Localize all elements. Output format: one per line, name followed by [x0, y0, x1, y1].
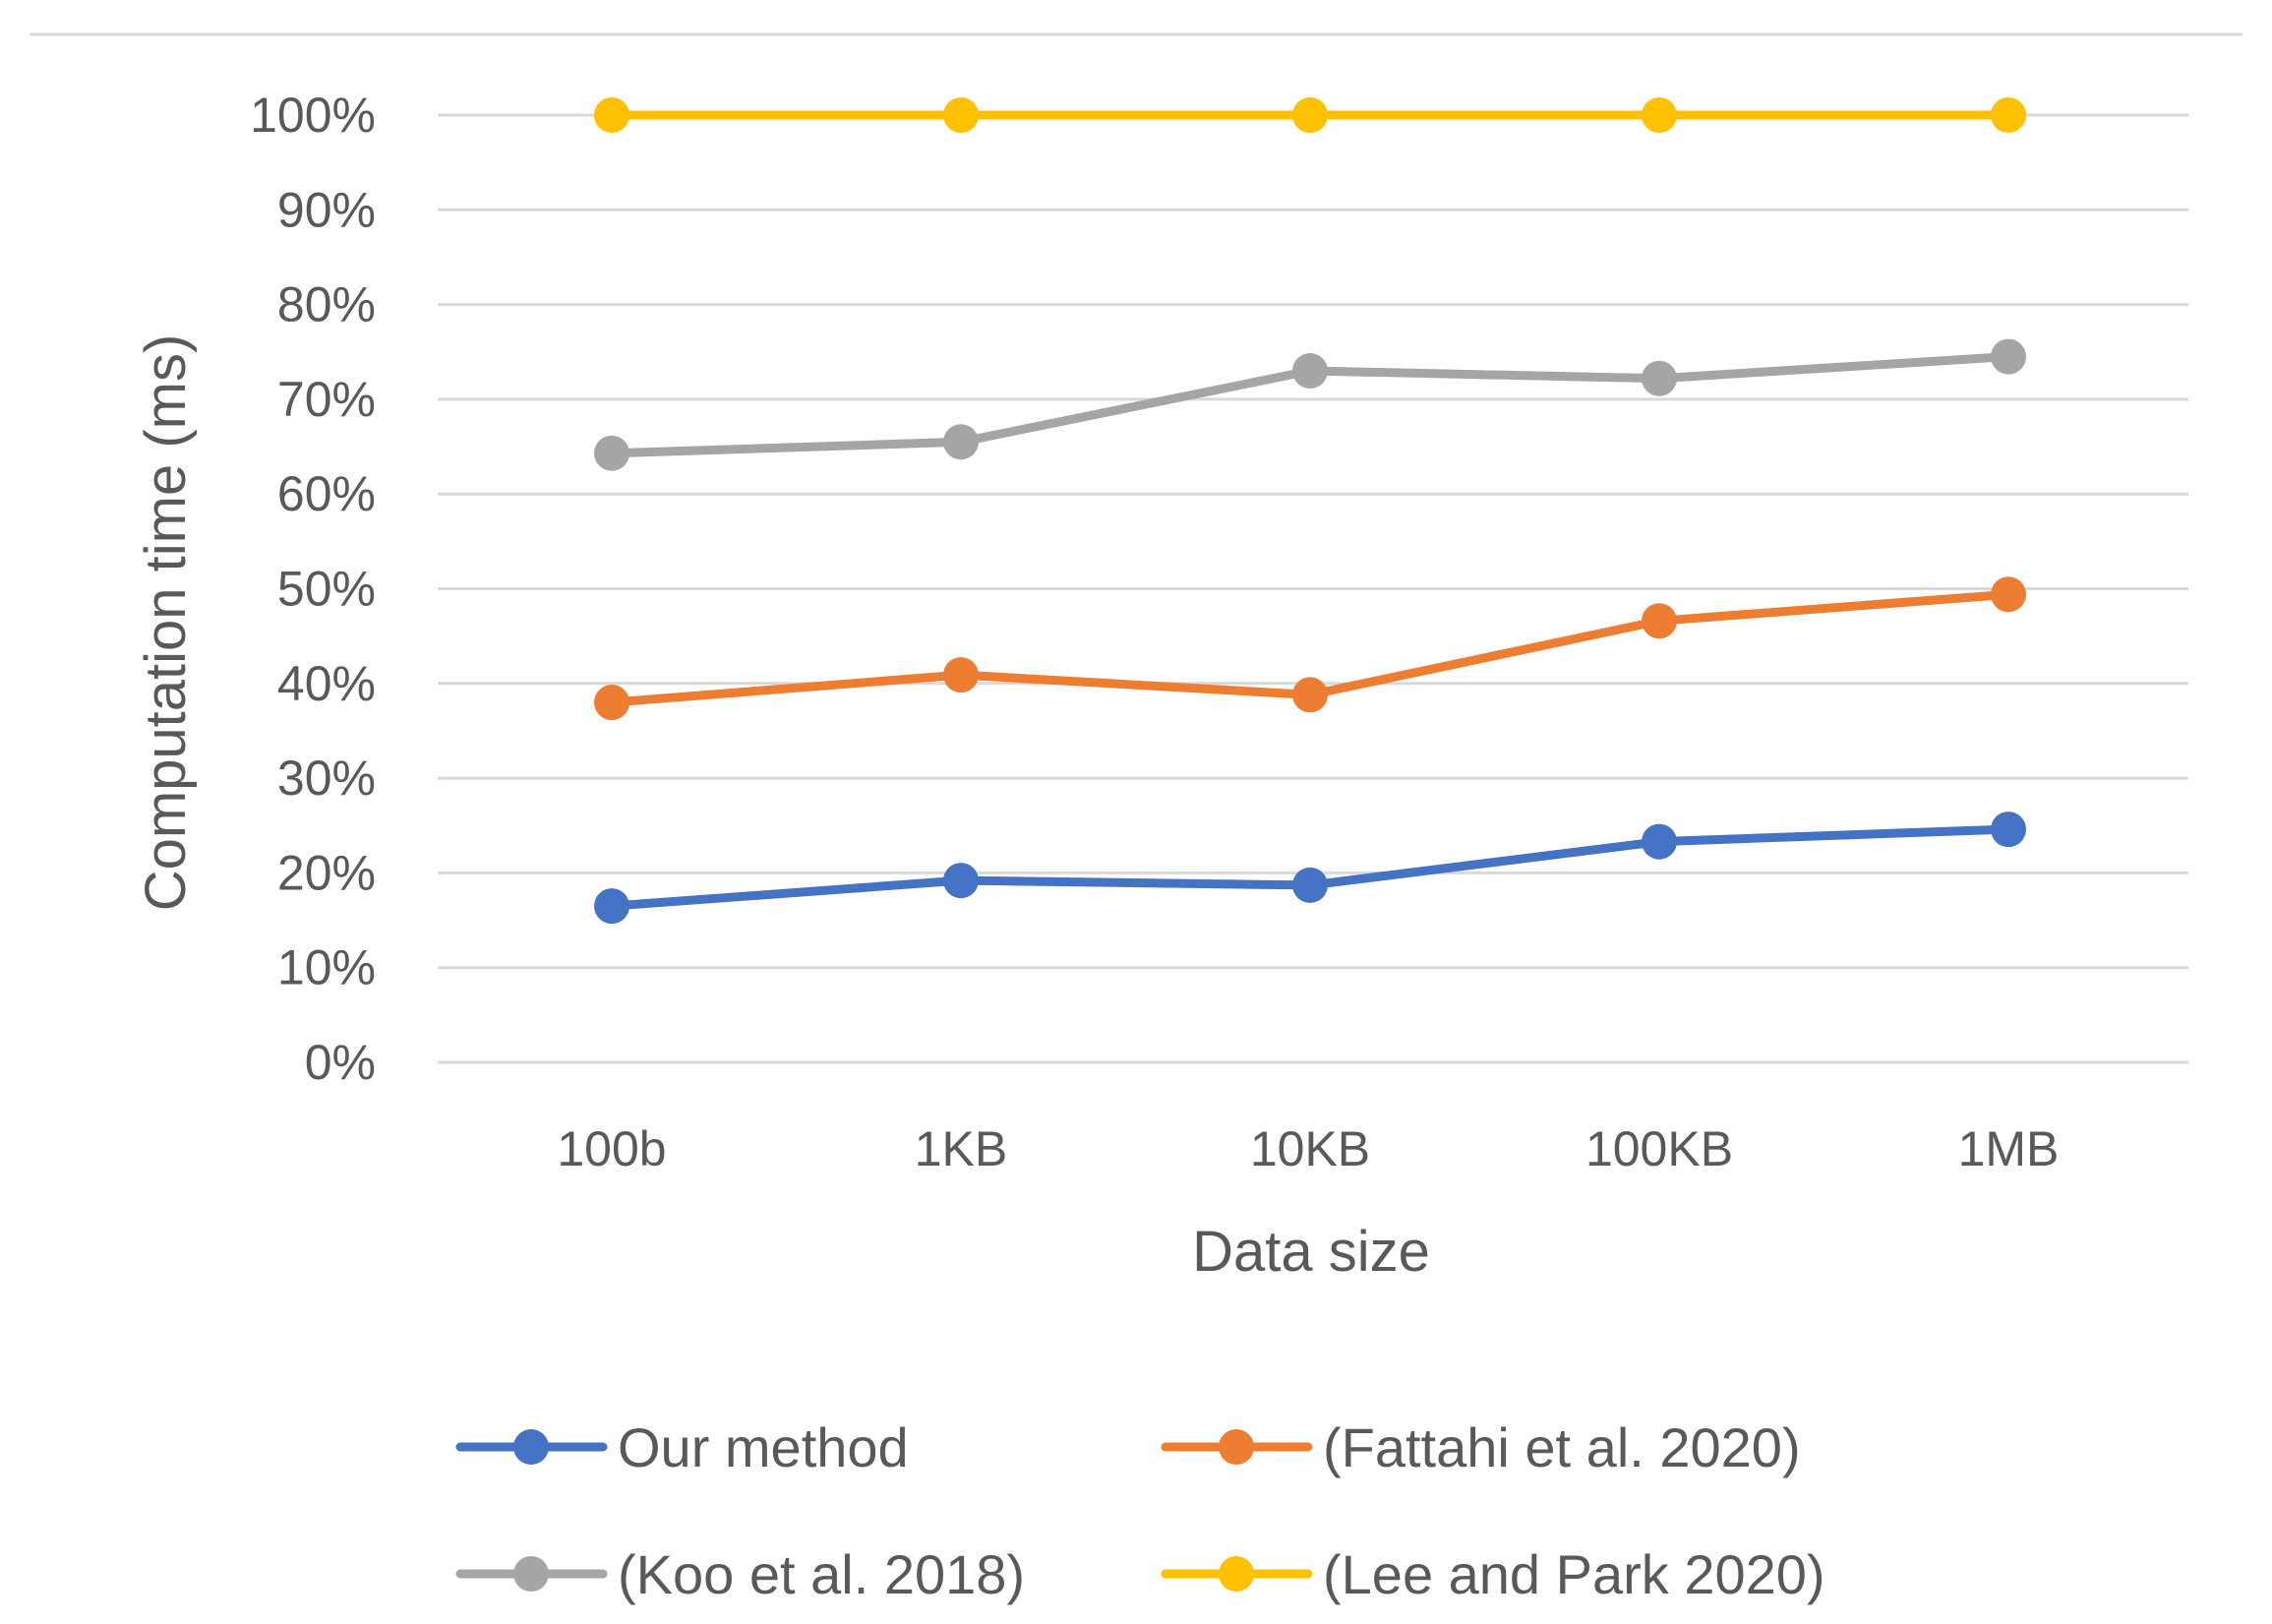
y-tick-label: 40%	[277, 656, 376, 711]
x-axis-ticks: 100b 1KB 10KB 100KB 1MB	[557, 1121, 2059, 1176]
y-tick-label: 20%	[277, 845, 376, 900]
y-tick-label: 30%	[277, 751, 376, 806]
series-group	[594, 338, 2026, 471]
x-axis-title: Data size	[1192, 1220, 1430, 1284]
legend-label: (Koo et al. 2018)	[618, 1543, 1025, 1605]
data-point	[594, 685, 629, 721]
series-group	[594, 812, 2026, 925]
series-group	[594, 97, 2026, 133]
x-tick-label: 100KB	[1585, 1121, 1733, 1176]
y-tick-label: 70%	[277, 372, 376, 427]
legend-label: (Fattahi et al. 2020)	[1323, 1416, 1801, 1478]
y-tick-label: 60%	[277, 466, 376, 521]
data-point	[943, 657, 979, 693]
data-point	[943, 424, 979, 460]
legend-item: (Lee and Park 2020)	[1161, 1543, 1825, 1605]
series	[594, 97, 2026, 925]
data-point	[1991, 576, 2026, 613]
data-point	[1642, 603, 1677, 639]
y-tick-label: 90%	[277, 182, 376, 237]
x-tick-label: 100b	[557, 1121, 666, 1176]
legend-label: (Lee and Park 2020)	[1323, 1543, 1825, 1605]
y-axis-title: Computation time (ms)	[134, 334, 198, 912]
data-point	[1991, 97, 2026, 133]
legend-marker	[513, 1429, 549, 1465]
data-point	[594, 888, 629, 925]
y-tick-label: 50%	[277, 562, 376, 617]
data-point	[1991, 812, 2026, 848]
data-point	[1292, 97, 1328, 133]
data-point	[1642, 823, 1677, 860]
data-point	[943, 863, 979, 899]
legend-marker	[1219, 1556, 1254, 1592]
data-point	[1642, 97, 1677, 133]
legend-label: Our method	[618, 1416, 909, 1478]
legend-item: (Fattahi et al. 2020)	[1161, 1416, 1801, 1478]
data-point	[1292, 353, 1328, 390]
data-point	[943, 97, 979, 133]
data-point	[1292, 867, 1328, 903]
y-tick-label: 0%	[305, 1035, 376, 1090]
y-tick-label: 10%	[277, 940, 376, 995]
data-point	[1991, 338, 2026, 375]
legend-marker	[513, 1556, 549, 1592]
x-tick-label: 10KB	[1250, 1121, 1370, 1176]
data-point	[594, 97, 629, 133]
data-point	[1292, 677, 1328, 713]
legend: Our method (Fattahi et al. 2020) (Koo et a…	[455, 1416, 1825, 1605]
legend-marker	[1219, 1429, 1254, 1465]
y-tick-label: 100%	[250, 88, 376, 143]
series-group	[594, 576, 2026, 721]
data-point	[1642, 360, 1677, 396]
legend-item: Our method	[455, 1416, 909, 1478]
data-point	[594, 435, 629, 471]
x-tick-label: 1KB	[915, 1121, 1008, 1176]
legend-item: (Koo et al. 2018)	[455, 1543, 1025, 1605]
x-tick-label: 1MB	[1958, 1121, 2060, 1176]
y-axis-ticks: 0% 10% 20% 30% 40% 50% 60% 70% 80% 90% 100%	[250, 88, 376, 1090]
y-tick-label: 80%	[277, 277, 376, 332]
gridlines	[438, 113, 2188, 1064]
